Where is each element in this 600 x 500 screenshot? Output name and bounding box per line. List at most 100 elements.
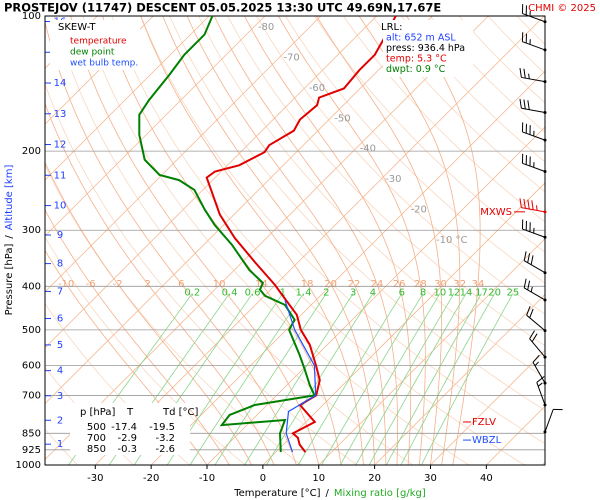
barb-station [543,210,547,214]
legend-entry: temperature [70,37,127,47]
mixing-ratio-label: 1 [280,288,286,299]
y-tick-label: 700 [22,390,41,401]
plot-background: -10 -6 -2 2 6 10 14 18 20 22 24 26 28 30 32 34-80-70-60… [45,16,545,465]
barb-full [519,98,522,109]
y-tick-label: 600 [22,360,41,371]
mixing-ratio-line [368,293,467,465]
barb-station [543,20,547,24]
table-cell: -3.2 [155,433,175,444]
barb-station [543,355,547,359]
moist-adiabat-label: -6 [86,279,96,290]
isotherm [94,16,545,465]
mixing-ratio-label: 25 [507,288,520,299]
mixing-ratio-line [386,293,482,465]
y-label: Pressure [hPa] [4,244,15,316]
barb-full [527,199,530,210]
table-cell: -2.6 [155,444,175,455]
isotherm-label: -60 [309,83,325,94]
barb-full [529,330,535,339]
wind-barb [523,251,547,275]
y-label-sep: / [4,235,15,239]
y-tick-label: 300 [22,225,41,236]
plot-foreground: 1002003004005006007008509251000123456789… [16,4,563,484]
barb-half [534,361,539,367]
x-axis-label: Temperature [°C] / Mixing ratio [g/kg] [233,488,426,499]
barb-station [543,329,547,333]
moist-adiabat-label: -10 [58,279,74,290]
barb-half [536,205,538,211]
y-tick-label: 400 [22,281,41,292]
mixing-ratio-label: 6 [399,288,405,299]
barb-half [530,286,533,293]
barb-full [531,200,534,210]
barb-full [523,251,527,261]
barb-staff [544,409,554,433]
legend-entry: dew point [70,48,115,58]
wind-barb [521,219,547,239]
barb-full [523,99,526,110]
moist-adiabat-label: 10 [213,279,226,290]
barb-full [530,255,534,265]
chart-title: PROSTEJOV (11747) DESCENT 05.05.2025 13:… [4,1,441,15]
isotherm [45,16,377,349]
barb-station [543,110,547,114]
barb-full [527,280,531,291]
barb-full [536,376,545,383]
isotherm-label: -10 °C [436,235,468,246]
barb-full [523,198,526,209]
x-tick-label: 30 [424,473,437,484]
barb-station [543,80,547,84]
mixing-ratio-label: 17 [475,288,488,299]
barb-full [527,253,531,263]
x-tick-label: -30 [87,473,103,484]
isotherm [150,70,545,465]
surface-item: alt: 652 m ASL [386,33,456,44]
dry-adiabat [314,16,545,253]
barb-station [543,48,547,52]
isotherm-label: -80 [258,22,274,33]
mixing-ratio-line [244,293,354,465]
moist-adiabat-label: 24 [371,279,384,290]
table-box [70,403,190,455]
barb-station [543,298,547,302]
table-cell: 700 [87,433,106,444]
isotherm [45,16,154,125]
barb-half [537,382,543,387]
isotherm-label: -70 [283,52,299,63]
plot-frame [44,15,546,466]
wind-barb [519,198,547,214]
level-label: MXWS [480,207,512,218]
table-header: Td [°C] [162,407,199,418]
altitude-tick-label: 11 [54,170,67,181]
isotherm [45,16,489,460]
y-tick-label: 925 [22,445,41,456]
wind-barb [521,4,547,24]
isotherm [374,294,545,465]
wind-barb [532,354,547,385]
table-cell: 850 [87,444,106,455]
altitude-tick-label: 9 [57,230,63,241]
altitude-tick-label: 8 [57,259,63,270]
moist-adiabat-label: 32 [453,279,466,290]
altitude-tick-label: 10 [54,201,67,212]
barb-station [543,403,547,407]
isotherm [45,16,266,237]
moist-adiabat-label: 6 [178,279,184,290]
x-tick-label: 10 [312,473,325,484]
surface-box [383,20,473,77]
credit: CHMI © 2025 [528,3,596,14]
mixing-ratio-label: 14 [460,288,473,299]
table-cell: 500 [87,422,106,433]
isotherm [206,126,545,465]
moist-adiabat-label: 26 [393,279,406,290]
barb-staff [522,13,546,23]
altitude-tick-label: 6 [57,314,63,325]
profile-line [284,300,317,453]
dry-adiabat [343,16,545,223]
profile-line [138,16,317,453]
barb-full [531,333,538,343]
mixing-ratio-label: 20 [488,288,501,299]
moist-adiabat-label: 28 [414,279,427,290]
table-cell: -0.3 [117,444,137,455]
barb-full [519,198,522,208]
